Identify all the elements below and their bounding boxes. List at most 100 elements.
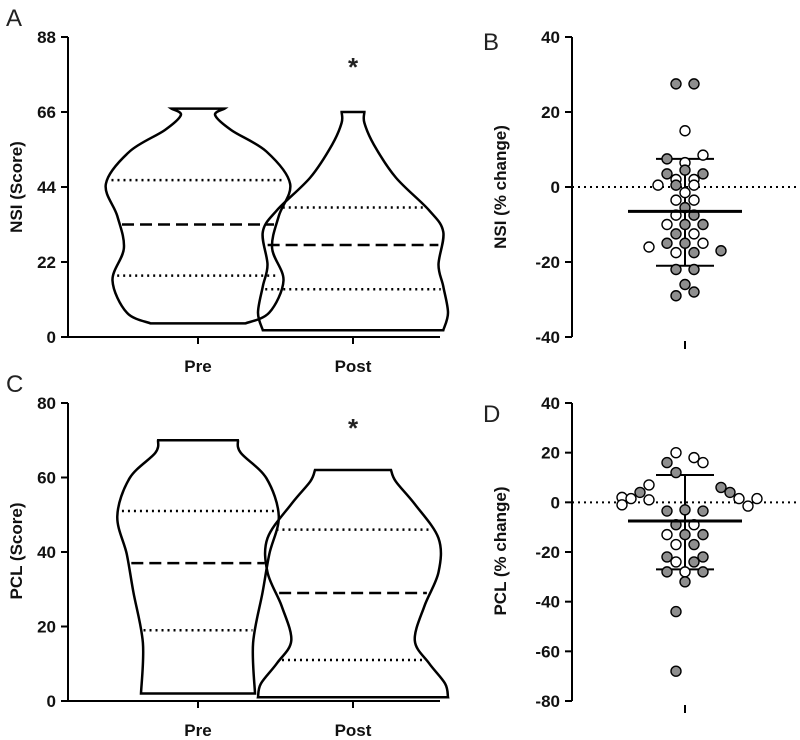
panel-d-point bbox=[679, 504, 691, 516]
panel-d-y-tick-label: 40 bbox=[541, 394, 560, 413]
panel-b-point bbox=[715, 245, 727, 257]
panel-d-point bbox=[643, 479, 655, 491]
panel-d-point bbox=[688, 538, 700, 551]
panel-b-point bbox=[652, 179, 664, 191]
panel-a-y-tick-label: 0 bbox=[47, 328, 56, 347]
panel-b-point bbox=[679, 186, 691, 199]
panel-d-ylabel: PCL (% change) bbox=[491, 486, 510, 615]
panel-d-point bbox=[670, 605, 682, 618]
panel-d-point bbox=[625, 492, 637, 505]
panel-a-ylabel: NSI (Score) bbox=[7, 141, 26, 233]
panel-c-significance-star: * bbox=[348, 413, 359, 443]
panel-b-point bbox=[661, 168, 673, 180]
panel-d-point bbox=[670, 446, 682, 459]
panel-d-point bbox=[661, 566, 673, 578]
panel-a-y-tick-label: 66 bbox=[37, 103, 56, 122]
panel-d-point bbox=[715, 481, 727, 494]
panel-d-point bbox=[670, 538, 682, 551]
panel-b-point bbox=[679, 237, 691, 249]
panel-a-letter: A bbox=[6, 5, 22, 32]
panel-b-y-tick-label: -20 bbox=[535, 253, 560, 272]
panel-c-ylabel: PCL (Score) bbox=[7, 503, 26, 600]
panel-b-point bbox=[661, 153, 673, 165]
panel-c-y-tick-label: 80 bbox=[37, 394, 56, 413]
panel-b-point bbox=[670, 246, 682, 259]
panel-a-violin-pre bbox=[104, 107, 292, 325]
panel-b-y-tick-label: 0 bbox=[551, 178, 560, 197]
panel-c: C PCL (Score) 0 20 40 60 80 Pre Post * bbox=[6, 371, 450, 740]
panel-d-point bbox=[643, 494, 655, 506]
panel-c-y-tick-label: 0 bbox=[47, 692, 56, 711]
panel-d-point bbox=[661, 528, 673, 541]
panel-d-y-tick-label: -20 bbox=[535, 543, 560, 562]
panel-c-y-tick-label: 60 bbox=[37, 469, 56, 488]
panel-d-y-tick-label: 0 bbox=[551, 493, 560, 512]
panel-d-point bbox=[670, 466, 682, 479]
panel-d-point bbox=[697, 551, 709, 563]
panel-c-violin-post bbox=[256, 468, 450, 699]
panel-c-x-tick-label: Post bbox=[335, 721, 372, 740]
panel-b-point bbox=[688, 194, 700, 206]
panel-d-point bbox=[661, 505, 673, 517]
panel-d-point bbox=[688, 556, 700, 568]
panel-b-y-tick-label: 20 bbox=[541, 103, 560, 122]
panel-a-y-tick-label: 44 bbox=[37, 178, 56, 197]
panel-d-point bbox=[751, 492, 763, 505]
panel-b-point bbox=[688, 286, 700, 298]
panel-b-y-tick-label: -40 bbox=[535, 328, 560, 347]
panel-b-point bbox=[679, 218, 691, 231]
panel-b-point bbox=[688, 179, 700, 191]
panel-a-violin-post bbox=[256, 110, 450, 332]
panel-b-point bbox=[661, 237, 673, 249]
panel-b-y-tick-label: 40 bbox=[541, 28, 560, 47]
panel-d: D PCL (% change) -80 -60 -40 -20 0 20 40 bbox=[483, 394, 800, 713]
panel-d-point bbox=[661, 456, 673, 469]
panel-b-point bbox=[643, 241, 655, 253]
panel-d-point bbox=[697, 528, 709, 541]
panel-b: B NSI (% change) -40 -20 0 20 40 bbox=[483, 28, 800, 349]
panel-b-point bbox=[688, 78, 700, 90]
panel-d-point bbox=[724, 486, 736, 499]
panel-c-x-tick-label: Pre bbox=[184, 721, 211, 740]
panel-b-point bbox=[697, 168, 709, 180]
panel-b-point bbox=[697, 149, 709, 161]
panel-d-point bbox=[688, 451, 700, 464]
panel-c-letter: C bbox=[6, 371, 23, 398]
panel-d-point bbox=[742, 500, 754, 512]
panel-d-point bbox=[679, 566, 691, 578]
panel-d-y-tick-label: 20 bbox=[541, 444, 560, 463]
panel-c-violin-pre bbox=[116, 439, 281, 695]
panel-d-point bbox=[661, 551, 673, 563]
panel-d-point bbox=[697, 505, 709, 517]
panel-b-point bbox=[670, 228, 682, 240]
panel-a: A NSI (Score) 0 22 44 66 88 Pre Post * bbox=[6, 5, 450, 376]
panel-d-point bbox=[616, 499, 628, 511]
panel-b-point bbox=[661, 218, 673, 231]
panel-b-point bbox=[688, 246, 700, 259]
panel-c-y-tick-label: 40 bbox=[37, 543, 56, 562]
panel-b-point bbox=[670, 290, 682, 302]
panel-b-point bbox=[670, 263, 682, 276]
panel-d-point bbox=[634, 486, 646, 499]
panel-d-point bbox=[679, 528, 691, 541]
panel-a-significance-star: * bbox=[348, 52, 359, 82]
panel-d-letter: D bbox=[483, 401, 500, 428]
panel-b-point bbox=[697, 218, 709, 231]
panel-d-y-tick-label: -60 bbox=[535, 642, 560, 661]
panel-b-point bbox=[679, 164, 691, 176]
panel-d-y-tick-label: -80 bbox=[535, 692, 560, 711]
panel-b-point bbox=[670, 179, 682, 191]
panel-b-point bbox=[679, 278, 691, 291]
panel-d-point bbox=[733, 492, 745, 505]
panel-d-y-tick-label: -40 bbox=[535, 593, 560, 612]
panel-a-y-tick-label: 22 bbox=[37, 253, 56, 272]
panel-a-y-tick-label: 88 bbox=[37, 28, 56, 47]
panel-d-point bbox=[697, 566, 709, 578]
panel-b-point bbox=[697, 237, 709, 249]
panel-b-point bbox=[670, 194, 682, 206]
panel-d-point bbox=[679, 576, 691, 588]
panel-d-point bbox=[697, 456, 709, 469]
panel-b-point bbox=[670, 78, 682, 90]
panel-a-x-tick-label: Pre bbox=[184, 357, 211, 376]
